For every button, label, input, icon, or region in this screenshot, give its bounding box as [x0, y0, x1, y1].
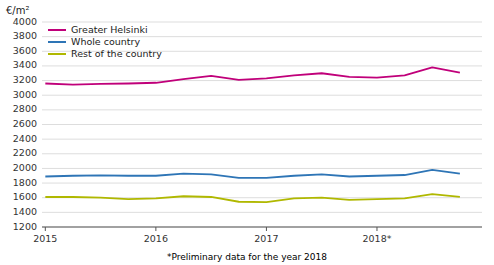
grid-line: [42, 227, 482, 228]
legend-swatch: [48, 41, 66, 43]
series-line: [45, 170, 460, 178]
grid-line: [42, 80, 482, 81]
y-tick-label: 3600: [13, 45, 37, 56]
x-tick-label: 2018*: [363, 233, 392, 244]
y-tick-label: 1400: [13, 206, 37, 217]
grid-line: [42, 22, 482, 23]
y-tick-label: 2000: [13, 162, 37, 173]
series-line: [45, 67, 460, 84]
y-tick-label: 2400: [13, 133, 37, 144]
x-axis-line: [42, 227, 482, 228]
y-tick-label: 1800: [13, 177, 37, 188]
chart: 1200 1400 1600 1800 2000 2200 2400 2600 2800 3000…: [0, 0, 494, 265]
legend-label: Whole country: [71, 36, 140, 47]
legend: Greater HelsinkiWhole countryRest of the…: [48, 24, 162, 59]
grid-line: [42, 153, 482, 154]
y-tick-label: 4000: [13, 16, 37, 27]
y-axis-label: €/m²: [6, 5, 29, 16]
grid-line: [42, 139, 482, 140]
y-tick-label: 2200: [13, 147, 37, 158]
grid-line: [42, 95, 482, 96]
y-tick-label: 3800: [13, 30, 37, 41]
x-tick-label: 2017: [254, 233, 278, 244]
grid-line: [42, 168, 482, 169]
grid-line: [42, 124, 482, 125]
x-tick: [45, 227, 46, 231]
x-tick-label: 2016: [144, 233, 168, 244]
y-tick-label: 2800: [13, 103, 37, 114]
x-tick: [266, 227, 267, 231]
legend-label: Greater Helsinki: [71, 24, 148, 35]
y-tick-label: 3000: [13, 89, 37, 100]
note: *Preliminary data for the year 2018: [167, 252, 327, 262]
x-tick-label: 2015: [33, 233, 57, 244]
y-tick-label: 3400: [13, 59, 37, 70]
series-line: [45, 194, 460, 202]
grid-line: [42, 183, 482, 184]
grid-line: [42, 109, 482, 110]
x-tick: [376, 227, 377, 231]
plot-area: [45, 67, 460, 202]
y-tick-label: 3200: [13, 74, 37, 85]
legend-swatch: [48, 29, 66, 31]
grid-line: [42, 65, 482, 66]
x-tick: [155, 227, 156, 231]
y-tick-label: 1200: [13, 221, 37, 232]
legend-label: Rest of the country: [71, 48, 162, 59]
legend-swatch: [48, 53, 66, 55]
y-tick-label: 1600: [13, 191, 37, 202]
grid-line: [42, 212, 482, 213]
y-tick-label: 2600: [13, 118, 37, 129]
